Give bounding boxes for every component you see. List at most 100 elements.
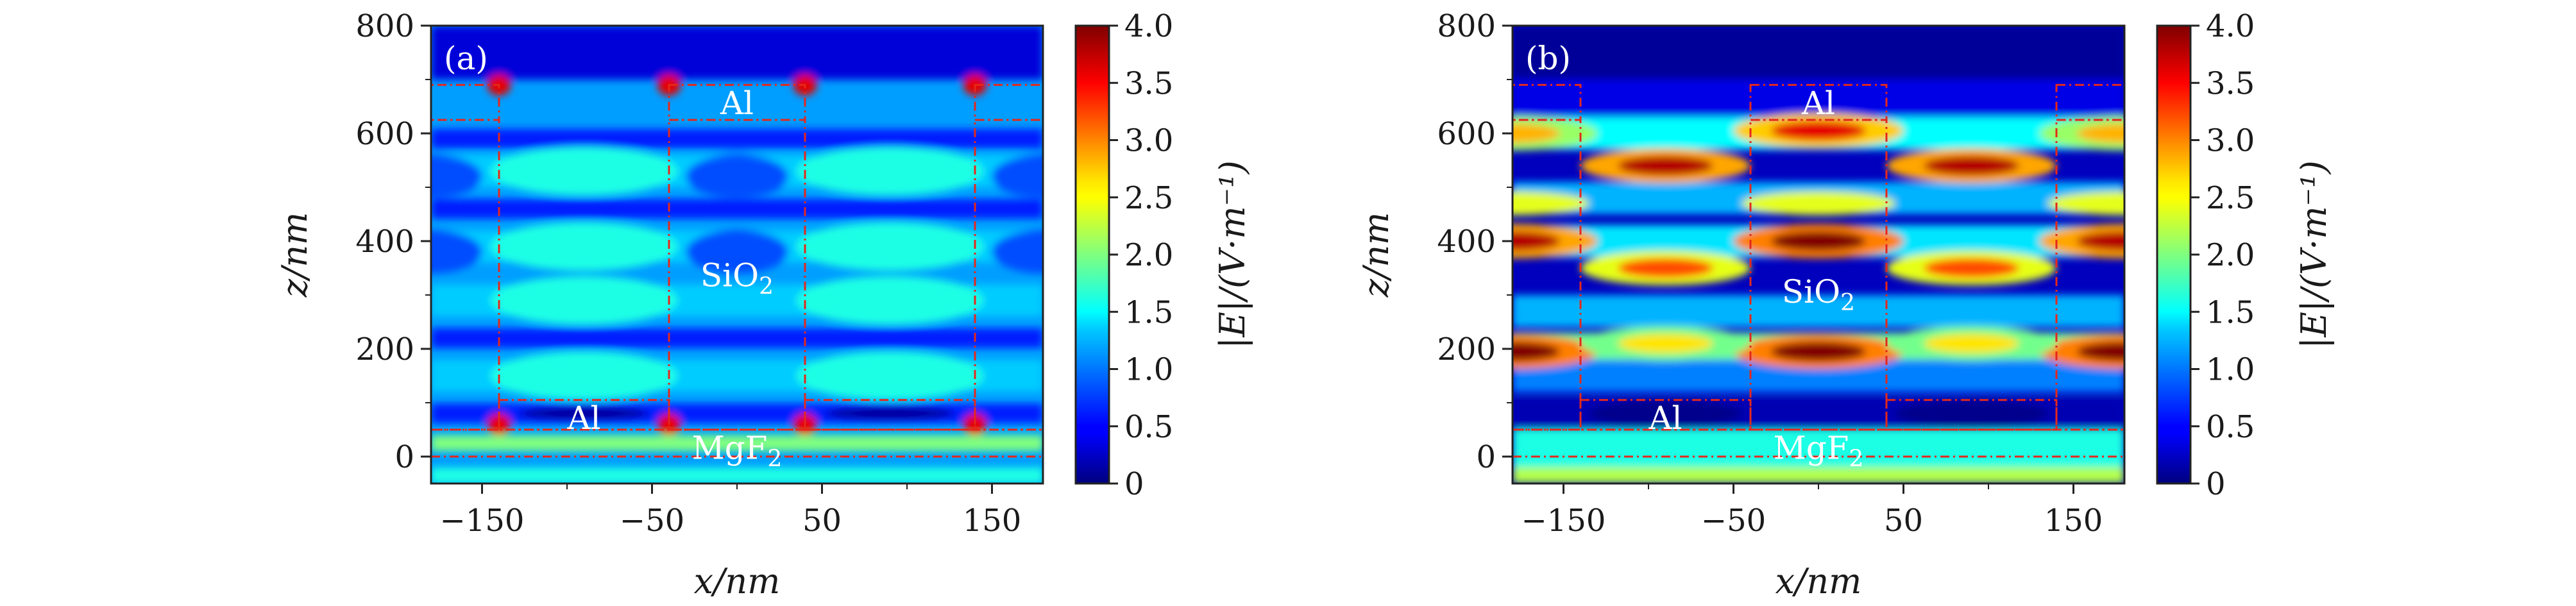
- field-lobe: [431, 155, 482, 198]
- x-tick-label: −50: [1701, 503, 1766, 539]
- region-label-subscript: 2: [768, 446, 783, 472]
- colorbar-label-b: |E|/(V·m⁻¹): [2294, 160, 2334, 349]
- heatmap-a: [431, 26, 1043, 484]
- region-label-text: Al: [1801, 85, 1835, 122]
- field-lobe: [1513, 231, 1561, 251]
- region-label-text: Al: [1648, 400, 1682, 437]
- field-lobe: [490, 146, 678, 196]
- region-label-subscript: 2: [1849, 446, 1864, 472]
- field-lobe: [796, 146, 984, 196]
- y-tick-label: 400: [355, 224, 414, 260]
- field-lobe: [1924, 258, 2019, 278]
- top-al-outline: [1749, 83, 1888, 121]
- region-label: SiO2: [1782, 273, 1855, 316]
- field-lobe: [992, 155, 1043, 198]
- region-label-text: MgF: [1774, 429, 1849, 466]
- y-tick-label: 400: [1437, 224, 1496, 260]
- region-label: MgF2: [1774, 429, 1864, 472]
- field-lobe: [1513, 191, 1589, 215]
- colorbar-label-a: |E|/(V·m⁻¹): [1212, 160, 1253, 349]
- field-band: [431, 26, 1043, 80]
- bottom-al-outline: [1579, 399, 1752, 431]
- bottom-al-outline: [498, 399, 670, 431]
- region-label: Al: [566, 400, 600, 437]
- field-lobe: [686, 230, 788, 274]
- region-label-text: SiO: [1782, 273, 1840, 310]
- y-axis-label-b: z/nm: [1356, 212, 1396, 298]
- field-lobe: [1924, 333, 2019, 353]
- colorbar-tick-label: 4.0: [2206, 8, 2255, 44]
- field-band: [431, 435, 1043, 451]
- bottom-al-outline: [804, 399, 976, 431]
- y-tick-label: 200: [1437, 332, 1496, 367]
- colorbar-tick-label: 3.5: [2206, 65, 2255, 101]
- field-band: [431, 129, 1043, 149]
- field-band: [431, 199, 1043, 219]
- field-lobe: [1618, 156, 1713, 176]
- region-label: Al: [1801, 85, 1835, 122]
- colorbar-b: [2156, 24, 2192, 485]
- x-tick-label: 50: [1884, 503, 1923, 539]
- top-al-outline: [431, 83, 500, 121]
- colorbar-tick-label: 3.0: [1124, 123, 1173, 159]
- field-lobe: [1924, 156, 2019, 176]
- field-lobe: [1770, 231, 1867, 251]
- region-labels-a: Al SiO 2 Al MgF2: [566, 85, 782, 473]
- y-tick-label: 0: [1476, 439, 1496, 475]
- field-lobe: [1770, 121, 1867, 140]
- bottom-al-outline: [1885, 399, 2058, 431]
- region-label-text: Al: [566, 400, 600, 437]
- field-band: [1513, 80, 2124, 117]
- field-lobe: [796, 222, 984, 271]
- field-band: [1513, 295, 2124, 328]
- region-label-text: SiO: [700, 257, 759, 294]
- top-al-outline: [668, 83, 806, 121]
- field-lobe: [1589, 400, 1742, 427]
- y-axis-label-a: z/nm: [275, 212, 315, 298]
- region-label: Al: [1648, 400, 1682, 437]
- x-tick-label: 150: [963, 503, 1022, 539]
- field-lobe: [490, 351, 678, 400]
- field-lobe: [1895, 400, 2048, 427]
- colorbar-tick-label: 2.0: [2206, 237, 2255, 273]
- region-label-text: MgF: [692, 429, 768, 466]
- field-band: [1513, 26, 2124, 80]
- x-tick-label: 50: [802, 503, 842, 539]
- field-lobe: [490, 222, 678, 271]
- panel-label-b: (b): [1525, 40, 1571, 77]
- colorbar-ticks-a: 0 0.5 1.0 1.5 2.0 2.5 3.0 3.5 4.0: [1109, 8, 1173, 502]
- field-band: [1513, 467, 2124, 484]
- x-axis-label-a: x/nm: [694, 561, 781, 602]
- colorbar-tick-label: 0: [1124, 466, 1144, 502]
- region-label: MgF2: [692, 429, 783, 472]
- field-lobe: [686, 155, 788, 198]
- field-lobe: [2047, 191, 2124, 215]
- field-lobe: [1513, 342, 1561, 362]
- field-lobe: [431, 230, 482, 274]
- panel-label-a: (a): [444, 40, 488, 77]
- colorbar-tick-label: 2.0: [1124, 237, 1173, 273]
- y-tick-label: 600: [1437, 116, 1496, 152]
- field-lobe: [796, 276, 984, 325]
- colorbar-tick-label: 1.5: [1124, 294, 1173, 330]
- y-tick-label: 0: [394, 439, 414, 475]
- colorbar-tick-label: 3.0: [2206, 123, 2255, 159]
- colorbar-tick-label: 2.5: [2206, 180, 2255, 216]
- field-lobe: [796, 351, 984, 400]
- y-tick-label: 600: [355, 116, 414, 152]
- heatmap-b: [1513, 26, 2124, 484]
- field-lobe: [992, 230, 1043, 274]
- y-tick-label: 800: [355, 8, 414, 44]
- y-tick-label: 800: [1437, 8, 1496, 44]
- x-tick-label: −50: [620, 503, 684, 539]
- field-lobe: [1513, 123, 1561, 144]
- field-intensity: [431, 26, 1043, 484]
- ticks-a: −150 −50 50 150 0 200 400 600 800: [355, 8, 1021, 539]
- x-axis-label-b: x/nm: [1775, 561, 1862, 602]
- colorbar-tick-label: 0.5: [1124, 409, 1173, 445]
- region-label: Al: [720, 85, 754, 122]
- colorbar-tick-label: 1.0: [1124, 352, 1173, 388]
